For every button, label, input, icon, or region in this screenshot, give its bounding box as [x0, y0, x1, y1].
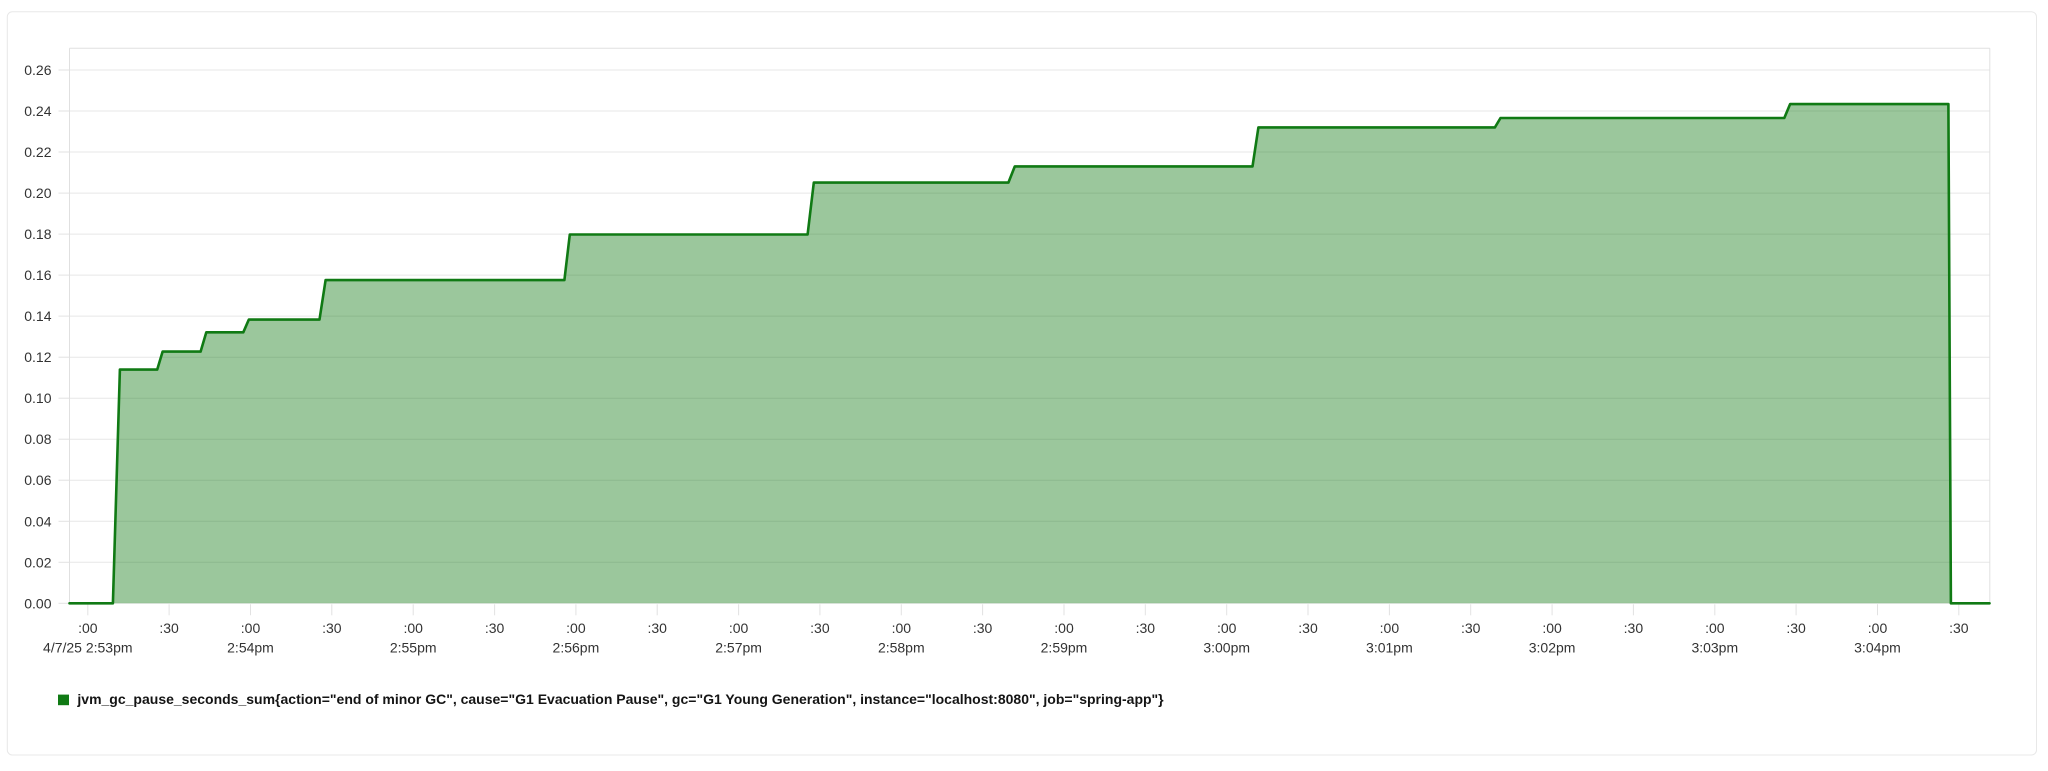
svg-text:2:56pm: 2:56pm	[553, 640, 600, 656]
svg-text:0.08: 0.08	[24, 431, 51, 447]
svg-text:0.10: 0.10	[24, 390, 51, 406]
svg-text::00: :00	[78, 620, 98, 636]
svg-text:3:01pm: 3:01pm	[1366, 640, 1413, 656]
svg-text:0.24: 0.24	[24, 103, 51, 119]
svg-text:jvm_gc_pause_seconds_sum{actio: jvm_gc_pause_seconds_sum{action="end of …	[76, 691, 1164, 707]
svg-text::30: :30	[647, 620, 667, 636]
svg-text:2:59pm: 2:59pm	[1041, 640, 1088, 656]
svg-text::30: :30	[1949, 620, 1969, 636]
svg-text:0.06: 0.06	[24, 472, 51, 488]
svg-text:0.16: 0.16	[24, 267, 51, 283]
svg-text::30: :30	[1624, 620, 1644, 636]
svg-text:2:55pm: 2:55pm	[390, 640, 437, 656]
svg-text::30: :30	[973, 620, 993, 636]
svg-text:3:02pm: 3:02pm	[1529, 640, 1576, 656]
svg-text::00: :00	[729, 620, 749, 636]
svg-text:0.04: 0.04	[24, 513, 51, 529]
svg-text::00: :00	[892, 620, 912, 636]
svg-text:0.20: 0.20	[24, 185, 51, 201]
svg-text:3:00pm: 3:00pm	[1203, 640, 1250, 656]
svg-text:2:58pm: 2:58pm	[878, 640, 925, 656]
svg-text::30: :30	[1136, 620, 1156, 636]
svg-text:4/7/25 2:53pm: 4/7/25 2:53pm	[43, 640, 133, 656]
svg-text::00: :00	[1542, 620, 1562, 636]
svg-text::00: :00	[403, 620, 423, 636]
svg-text:0.00: 0.00	[24, 595, 51, 611]
svg-text::00: :00	[241, 620, 261, 636]
svg-text:2:54pm: 2:54pm	[227, 640, 274, 656]
svg-text::30: :30	[485, 620, 505, 636]
svg-text:0.02: 0.02	[24, 554, 51, 570]
svg-text:0.26: 0.26	[24, 62, 51, 78]
svg-text::00: :00	[1217, 620, 1237, 636]
svg-text::30: :30	[1786, 620, 1806, 636]
svg-text::00: :00	[1705, 620, 1725, 636]
svg-text::30: :30	[322, 620, 342, 636]
svg-text:3:04pm: 3:04pm	[1854, 640, 1901, 656]
svg-text:2:57pm: 2:57pm	[715, 640, 762, 656]
svg-text::00: :00	[566, 620, 586, 636]
svg-text:0.14: 0.14	[24, 308, 51, 324]
svg-text:3:03pm: 3:03pm	[1691, 640, 1738, 656]
svg-text:0.12: 0.12	[24, 349, 51, 365]
svg-text::30: :30	[159, 620, 179, 636]
svg-text::00: :00	[1868, 620, 1888, 636]
svg-text:0.22: 0.22	[24, 144, 51, 160]
svg-text:0.18: 0.18	[24, 226, 51, 242]
svg-text::30: :30	[1298, 620, 1318, 636]
svg-text::00: :00	[1054, 620, 1074, 636]
svg-text::30: :30	[1461, 620, 1481, 636]
svg-text::00: :00	[1380, 620, 1400, 636]
svg-text::30: :30	[810, 620, 830, 636]
